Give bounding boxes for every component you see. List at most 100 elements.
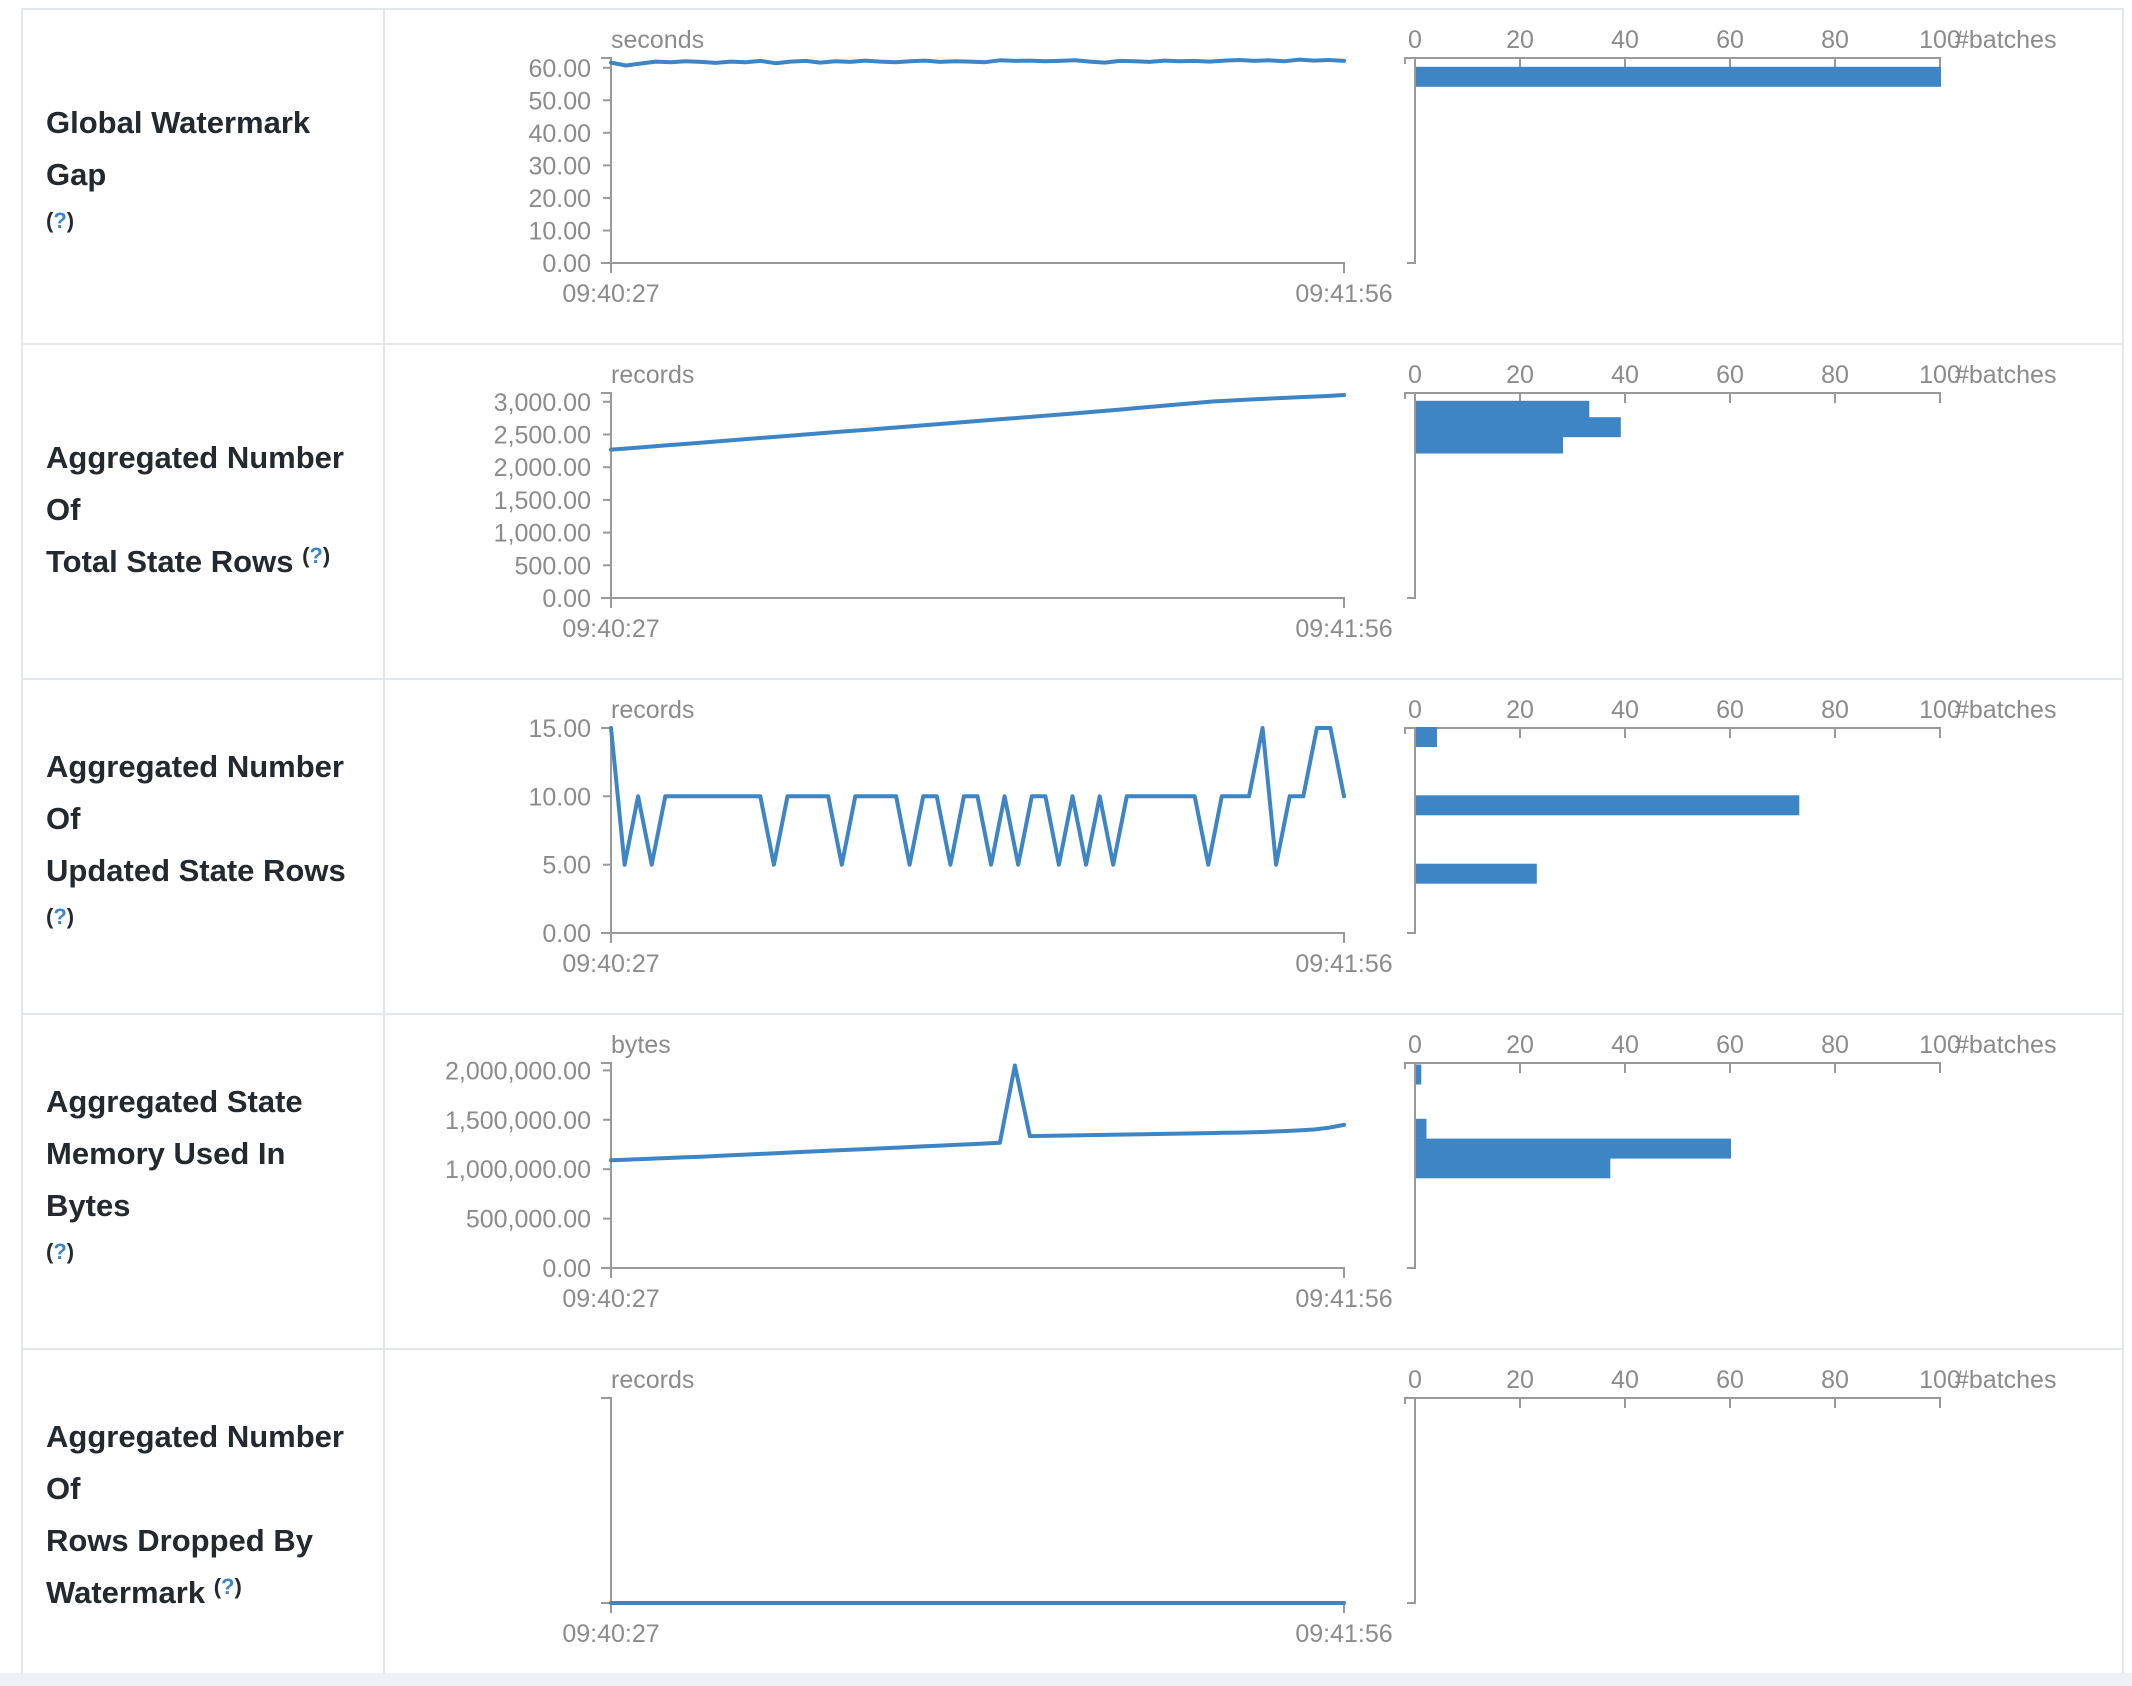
metric-charts-svg: bytes 2,000,000.00 1,500,000.00 1,000,000.0… (445, 1031, 2056, 1313)
histogram-unit-label: #batches (1955, 361, 2056, 389)
x-axis: 09:40:27 09:41:56 (562, 1267, 1393, 1313)
metric-name-cell: Aggregated State Memory Used In Bytes (?) (23, 1015, 385, 1348)
x-axis-end-label: 09:41:56 (1295, 950, 1392, 978)
histogram-tick-label: 40 (1611, 696, 1639, 724)
timeline-chart: bytes 2,000,000.00 1,500,000.00 1,000,000.0… (445, 1031, 1393, 1313)
metric-charts-svg: records 09:40:27 09:41:56 0 20 40 60 80 100#batc… (562, 1366, 2056, 1648)
histogram-chart: 0 20 40 60 80 100#batches (1404, 1031, 2056, 1269)
x-axis-start-label: 09:40:27 (562, 280, 659, 308)
timeline-line (609, 57, 1346, 68)
histogram-tick-label: 20 (1506, 1366, 1534, 1394)
histogram-bar (1416, 1158, 1611, 1179)
histogram-tick-label: 0 (1408, 696, 1422, 724)
histogram-tick-label: 60 (1716, 26, 1744, 54)
timeline-line (609, 726, 1346, 867)
y-tick-label: 3,000.00 (494, 389, 591, 417)
histogram-tick-label: 100 (1919, 1366, 1961, 1394)
histogram-tick-label: 40 (1611, 26, 1639, 54)
histogram-tick-label: 80 (1821, 26, 1849, 54)
metric-label: Global Watermark Gap (?) (46, 97, 369, 256)
y-tick-label: 20.00 (528, 185, 591, 213)
metric-row-4: Aggregated Number Of Rows Dropped By Water… (23, 1350, 2122, 1685)
timeline-line (609, 393, 1346, 452)
y-tick-label: 2,000.00 (494, 454, 591, 482)
x-axis: 09:40:27 09:41:56 (562, 1602, 1393, 1648)
y-tick-label: 5.00 (542, 852, 591, 880)
histogram-tick-label: 80 (1821, 1366, 1849, 1394)
metric-label-line: Aggregated Number Of (46, 440, 344, 527)
metric-label-line: Global Watermark Gap (46, 105, 311, 192)
histogram-bar (1416, 1138, 1731, 1159)
y-axis: 3,000.00 2,500.00 2,000.00 1,500.00 1,000.00… (494, 389, 612, 613)
histogram-tick-label: 0 (1408, 1031, 1422, 1059)
y-tick-label: 30.00 (528, 152, 591, 180)
histogram-tick-label: 0 (1408, 361, 1422, 389)
timeline-chart: records 09:40:27 09:41:56 (562, 1366, 1392, 1648)
metric-label: Aggregated Number Of Rows Dropped By Water… (46, 1411, 369, 1622)
histogram-chart: 0 20 40 60 80 100#batches (1404, 696, 2056, 934)
metric-label: Aggregated Number Of Total State Rows (?) (46, 432, 369, 591)
charts-cell: records 3,000.00 2,500.00 2,000.00 1,500.00 1… (385, 345, 2122, 678)
help-tooltip-icon[interactable]: (?) (46, 208, 75, 233)
timeline-unit-label: records (611, 696, 694, 724)
metric-charts-svg: records 3,000.00 2,500.00 2,000.00 1,500.00 1… (494, 361, 2057, 643)
histogram-tick-label: 0 (1408, 1366, 1422, 1394)
metric-label-line: Aggregated Number Of (46, 1419, 344, 1506)
metric-name-cell: Aggregated Number Of Updated State Rows (… (23, 680, 385, 1013)
y-tick-label: 0.00 (542, 585, 591, 613)
x-axis-end-label: 09:41:56 (1295, 1620, 1392, 1648)
help-tooltip-icon[interactable]: (?) (302, 543, 331, 568)
x-axis-start-label: 09:40:27 (562, 950, 659, 978)
histogram-bar (1416, 727, 1437, 747)
y-tick-label: 10.00 (528, 218, 591, 246)
histogram-tick-label: 40 (1611, 1366, 1639, 1394)
charts-cell: records 15.00 10.00 5.00 0.00 09:40:27 09:41:5… (385, 680, 2122, 1013)
histogram-chart: 0 20 40 60 80 100#batches (1404, 1366, 2056, 1604)
metric-name-cell: Global Watermark Gap (?) (23, 10, 385, 343)
timeline-unit-label: records (611, 361, 694, 389)
metric-name-cell: Aggregated Number Of Total State Rows (?) (23, 345, 385, 678)
x-axis-end-label: 09:41:56 (1295, 280, 1392, 308)
y-tick-label: 1,000.00 (494, 520, 591, 548)
histogram-tick-label: 40 (1611, 1031, 1639, 1059)
metric-charts-svg: seconds 60.00 50.00 40.00 30.00 20.00 10.00 0.0… (528, 26, 2056, 308)
metric-label-line: (?) (46, 201, 369, 256)
y-tick-label: 40.00 (528, 120, 591, 148)
timeline-unit-label: records (611, 1366, 694, 1394)
y-tick-label: 1,500.00 (494, 487, 591, 515)
y-tick-label: 10.00 (528, 783, 591, 811)
x-axis: 09:40:27 09:41:56 (562, 932, 1393, 978)
y-tick-label: 15.00 (528, 715, 591, 743)
help-tooltip-icon[interactable]: (?) (213, 1574, 242, 1599)
histogram-bar (1416, 417, 1621, 438)
metric-label: Aggregated State Memory Used In Bytes (?) (46, 1076, 369, 1287)
x-axis-start-label: 09:40:27 (562, 1620, 659, 1648)
timeline-chart: records 3,000.00 2,500.00 2,000.00 1,500.00 1… (494, 361, 1393, 643)
histogram-bar (1416, 400, 1590, 421)
histogram-tick-label: 20 (1506, 361, 1534, 389)
y-tick-label: 0.00 (542, 250, 591, 278)
histogram-bar (1416, 863, 1537, 884)
y-tick-label: 1,500,000.00 (445, 1107, 591, 1135)
histogram-bar (1416, 795, 1800, 816)
help-tooltip-icon[interactable]: (?) (46, 904, 75, 929)
help-tooltip-icon[interactable]: (?) (46, 1239, 75, 1264)
timeline-line (609, 1063, 1346, 1163)
x-axis-end-label: 09:41:56 (1295, 1285, 1392, 1313)
histogram-chart: 0 20 40 60 80 100#batches (1404, 26, 2056, 264)
metric-label-line: Aggregated Number Of (46, 749, 344, 836)
metric-label-line: Rows Dropped By (46, 1523, 313, 1558)
y-tick-label: 50.00 (528, 87, 591, 115)
histogram-tick-label: 100 (1919, 361, 1961, 389)
histogram-tick-label: 60 (1716, 1031, 1744, 1059)
histogram-chart: 0 20 40 60 80 100#batches (1404, 361, 2056, 599)
histogram-tick-label: 20 (1506, 1031, 1534, 1059)
y-axis (601, 1397, 612, 1604)
histogram-tick-label: 80 (1821, 361, 1849, 389)
histogram-bar (1416, 1118, 1427, 1139)
histogram-bar (1416, 66, 1941, 87)
y-tick-label: 500,000.00 (466, 1206, 591, 1234)
